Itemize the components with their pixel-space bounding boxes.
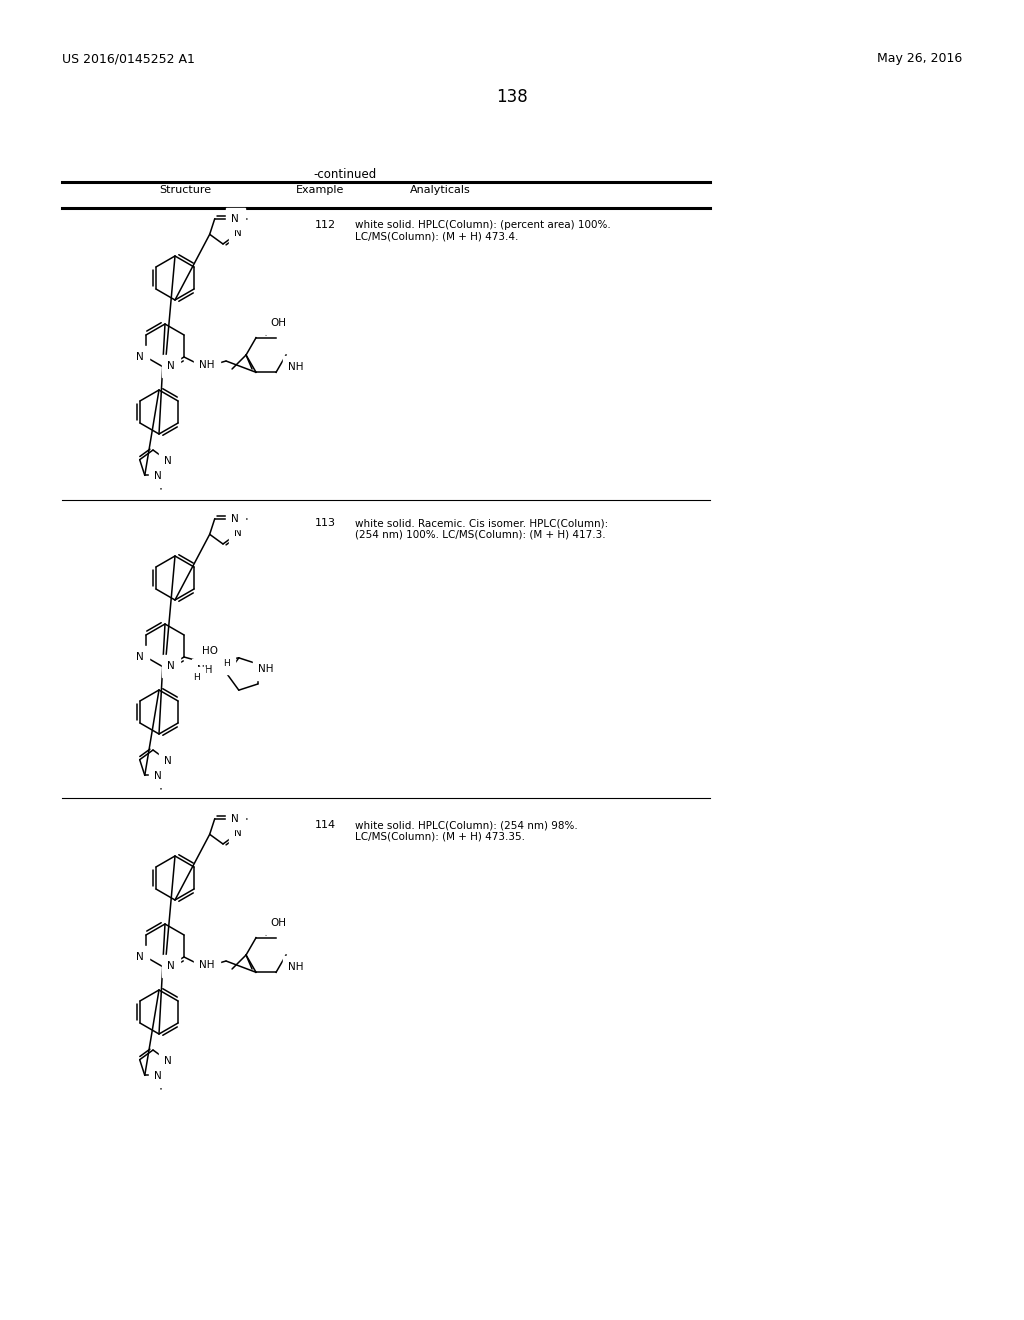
Text: NH: NH [198,665,213,675]
Text: 138: 138 [496,88,528,106]
Text: H: H [193,672,200,681]
Text: N: N [231,513,239,524]
Text: N: N [167,360,175,371]
Text: HO: HO [202,645,218,656]
Text: NH: NH [258,664,273,675]
Text: Example: Example [296,185,344,195]
Text: Analyticals: Analyticals [410,185,470,195]
Text: N: N [155,771,162,781]
Text: N: N [155,1072,162,1081]
Text: N: N [165,455,172,466]
Text: N: N [234,228,243,239]
Text: OH: OH [270,917,286,928]
Text: white solid. HPLC(Column): (254 nm) 98%.
LC/MS(Column): (M + H) 473.35.: white solid. HPLC(Column): (254 nm) 98%.… [355,820,578,842]
Text: N: N [155,471,162,482]
Text: N: N [167,961,175,972]
Text: N: N [136,652,143,663]
Text: NH: NH [200,960,215,970]
Text: white solid. Racemic. Cis isomer. HPLC(Column):
(254 nm) 100%. LC/MS(Column): (M: white solid. Racemic. Cis isomer. HPLC(C… [355,517,608,540]
Text: N: N [165,755,172,766]
Text: H: H [222,660,229,668]
Text: OH: OH [270,318,286,327]
Text: 113: 113 [315,517,336,528]
Text: white solid. HPLC(Column): (percent area) 100%.
LC/MS(Column): (M + H) 473.4.: white solid. HPLC(Column): (percent area… [355,220,610,242]
Text: N: N [167,661,175,671]
Text: N: N [136,352,143,362]
Text: Structure: Structure [159,185,211,195]
Text: 114: 114 [315,820,336,830]
Text: N: N [234,829,243,838]
Text: N: N [234,528,243,539]
Text: N: N [231,813,239,824]
Text: NH: NH [200,360,215,370]
Text: NH: NH [289,362,304,372]
Text: N: N [136,952,143,962]
Text: -continued: -continued [313,168,377,181]
Text: N: N [231,214,239,223]
Text: NH: NH [289,962,304,972]
Text: May 26, 2016: May 26, 2016 [877,51,962,65]
Text: N: N [165,1056,172,1065]
Text: US 2016/0145252 A1: US 2016/0145252 A1 [62,51,195,65]
Text: 112: 112 [315,220,336,230]
